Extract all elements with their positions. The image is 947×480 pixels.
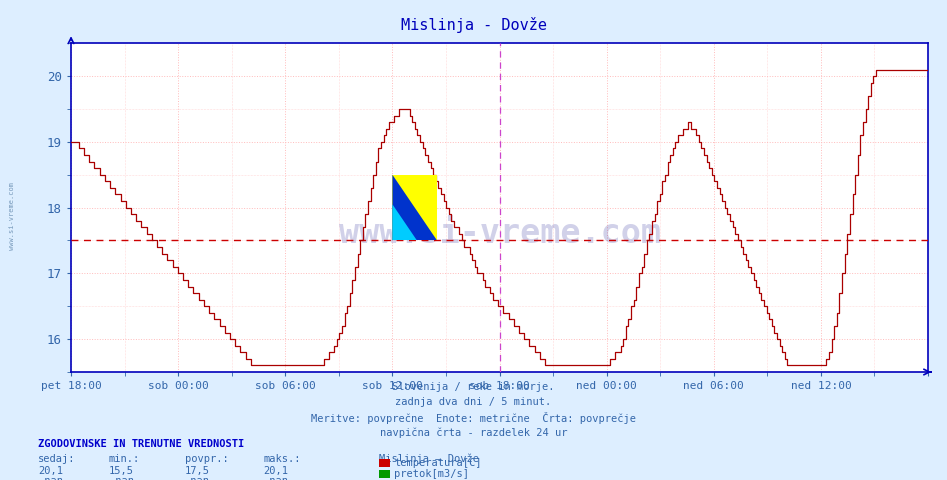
Text: Slovenija / reke in morje.: Slovenija / reke in morje.	[392, 382, 555, 392]
Text: Meritve: povprečne  Enote: metrične  Črta: povprečje: Meritve: povprečne Enote: metrične Črta:…	[311, 412, 636, 424]
Text: -nan: -nan	[38, 476, 63, 480]
Text: sedaj:: sedaj:	[38, 454, 76, 464]
Text: 15,5: 15,5	[109, 466, 134, 476]
Text: www.si-vreme.com: www.si-vreme.com	[338, 217, 661, 251]
Text: povpr.:: povpr.:	[185, 454, 228, 464]
Text: min.:: min.:	[109, 454, 140, 464]
Text: -nan: -nan	[185, 476, 209, 480]
Text: ZGODOVINSKE IN TRENUTNE VREDNOSTI: ZGODOVINSKE IN TRENUTNE VREDNOSTI	[38, 439, 244, 449]
Text: 20,1: 20,1	[38, 466, 63, 476]
Text: pretok[m3/s]: pretok[m3/s]	[394, 469, 469, 479]
Text: zadnja dva dni / 5 minut.: zadnja dva dni / 5 minut.	[396, 397, 551, 407]
Text: -nan: -nan	[263, 476, 288, 480]
Text: navpična črta - razdelek 24 ur: navpična črta - razdelek 24 ur	[380, 428, 567, 438]
Text: temperatura[C]: temperatura[C]	[394, 458, 481, 468]
Text: Mislinja - Dovže: Mislinja - Dovže	[401, 17, 546, 33]
Polygon shape	[392, 204, 417, 240]
Polygon shape	[392, 175, 438, 240]
Text: Mislinja – Dovže: Mislinja – Dovže	[379, 454, 479, 464]
Text: 20,1: 20,1	[263, 466, 288, 476]
Text: maks.:: maks.:	[263, 454, 301, 464]
Text: www.si-vreme.com: www.si-vreme.com	[9, 182, 15, 250]
Text: 17,5: 17,5	[185, 466, 209, 476]
Text: -nan: -nan	[109, 476, 134, 480]
